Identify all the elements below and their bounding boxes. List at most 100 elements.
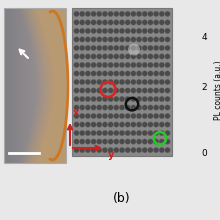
Circle shape — [102, 139, 108, 144]
Circle shape — [102, 105, 108, 110]
Circle shape — [165, 28, 170, 34]
Circle shape — [136, 54, 142, 59]
Circle shape — [119, 20, 125, 25]
Circle shape — [131, 11, 136, 17]
Circle shape — [131, 105, 136, 110]
Circle shape — [97, 130, 102, 136]
Circle shape — [97, 105, 102, 110]
Circle shape — [91, 130, 96, 136]
Circle shape — [85, 105, 91, 110]
Circle shape — [131, 96, 136, 102]
Circle shape — [114, 130, 119, 136]
Circle shape — [165, 96, 170, 102]
Circle shape — [153, 37, 159, 42]
Circle shape — [125, 54, 130, 59]
Circle shape — [148, 62, 153, 68]
Circle shape — [85, 139, 91, 144]
Circle shape — [79, 122, 85, 127]
Circle shape — [74, 79, 79, 85]
Circle shape — [142, 20, 147, 25]
Circle shape — [74, 130, 79, 136]
Text: 4: 4 — [201, 33, 207, 42]
Circle shape — [159, 79, 165, 85]
Circle shape — [119, 105, 125, 110]
Circle shape — [131, 88, 136, 93]
Circle shape — [85, 113, 91, 119]
Circle shape — [165, 37, 170, 42]
Circle shape — [79, 88, 85, 93]
Circle shape — [85, 11, 91, 17]
Circle shape — [125, 62, 130, 68]
Circle shape — [119, 28, 125, 34]
Circle shape — [148, 130, 153, 136]
Circle shape — [74, 20, 79, 25]
Circle shape — [108, 88, 113, 93]
Circle shape — [165, 71, 170, 76]
Circle shape — [153, 147, 159, 153]
Circle shape — [148, 79, 153, 85]
Circle shape — [153, 28, 159, 34]
Circle shape — [165, 54, 170, 59]
Circle shape — [119, 147, 125, 153]
Circle shape — [97, 45, 102, 51]
Circle shape — [153, 113, 159, 119]
Circle shape — [79, 28, 85, 34]
Circle shape — [165, 113, 170, 119]
Circle shape — [108, 62, 113, 68]
Circle shape — [125, 11, 130, 17]
Circle shape — [125, 105, 130, 110]
Text: (b): (b) — [113, 192, 131, 205]
Circle shape — [125, 139, 130, 144]
Circle shape — [148, 20, 153, 25]
Circle shape — [74, 122, 79, 127]
Circle shape — [85, 96, 91, 102]
Circle shape — [125, 79, 130, 85]
Circle shape — [79, 45, 85, 51]
Circle shape — [136, 28, 142, 34]
Circle shape — [85, 71, 91, 76]
Circle shape — [142, 122, 147, 127]
Circle shape — [79, 54, 85, 59]
Circle shape — [153, 79, 159, 85]
Circle shape — [159, 105, 165, 110]
Circle shape — [142, 37, 147, 42]
Circle shape — [148, 37, 153, 42]
Circle shape — [79, 71, 85, 76]
Circle shape — [136, 62, 142, 68]
Circle shape — [79, 20, 85, 25]
Circle shape — [102, 28, 108, 34]
Circle shape — [153, 130, 159, 136]
Circle shape — [85, 79, 91, 85]
Circle shape — [148, 122, 153, 127]
Circle shape — [74, 105, 79, 110]
Circle shape — [148, 147, 153, 153]
Circle shape — [108, 20, 113, 25]
Circle shape — [85, 54, 91, 59]
Circle shape — [79, 79, 85, 85]
Circle shape — [136, 147, 142, 153]
Circle shape — [159, 54, 165, 59]
Circle shape — [119, 11, 125, 17]
Circle shape — [125, 88, 130, 93]
Circle shape — [102, 62, 108, 68]
Circle shape — [153, 71, 159, 76]
Circle shape — [136, 122, 142, 127]
Circle shape — [114, 45, 119, 51]
Circle shape — [97, 139, 102, 144]
Circle shape — [79, 105, 85, 110]
Circle shape — [114, 71, 119, 76]
Circle shape — [97, 11, 102, 17]
Circle shape — [148, 113, 153, 119]
Circle shape — [131, 147, 136, 153]
Circle shape — [159, 139, 165, 144]
Circle shape — [85, 45, 91, 51]
Circle shape — [165, 45, 170, 51]
Circle shape — [74, 113, 79, 119]
Text: x: x — [73, 108, 79, 118]
Circle shape — [114, 62, 119, 68]
Circle shape — [136, 11, 142, 17]
Circle shape — [102, 45, 108, 51]
Circle shape — [91, 11, 96, 17]
Circle shape — [91, 113, 96, 119]
Circle shape — [131, 71, 136, 76]
